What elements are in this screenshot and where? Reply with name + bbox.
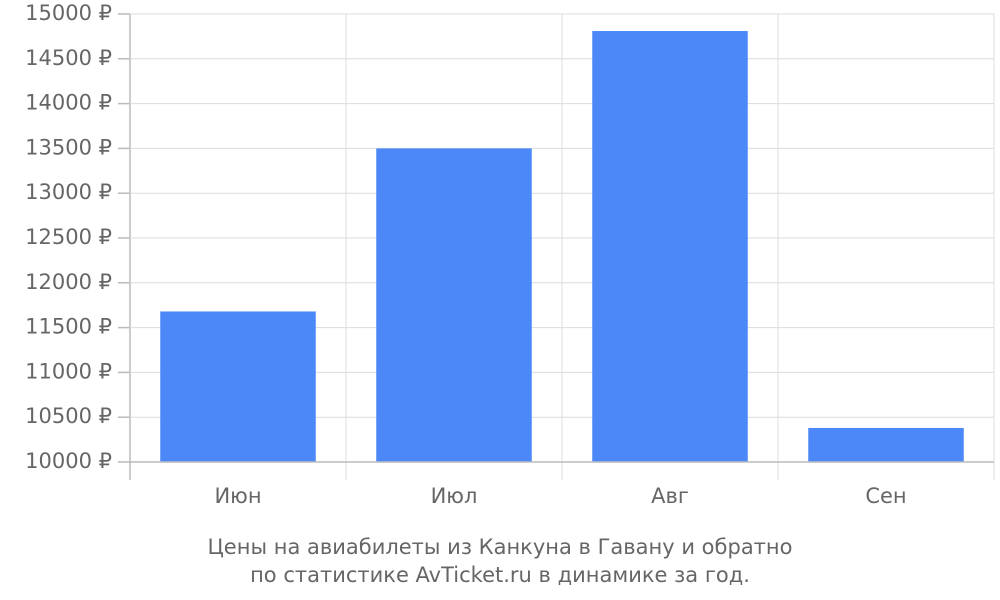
x-tick-label: Сен (865, 484, 906, 508)
y-tick-label: 14000 ₽ (25, 91, 112, 115)
x-tick-label: Июл (431, 484, 478, 508)
y-tick-label: 10500 ₽ (25, 404, 112, 428)
bar (592, 31, 748, 463)
bar (808, 427, 964, 462)
x-tick-label: Авг (651, 484, 689, 508)
x-tick-label: Июн (214, 484, 261, 508)
y-tick-label: 13500 ₽ (25, 135, 112, 159)
y-tick-label: 12000 ₽ (25, 270, 112, 294)
y-tick-label: 11000 ₽ (25, 359, 112, 383)
caption-line: Цены на авиабилеты из Канкуна в Гавану и… (208, 535, 793, 559)
y-tick-label: 11500 ₽ (25, 315, 112, 339)
y-tick-label: 10000 ₽ (25, 449, 112, 473)
y-tick-label: 13000 ₽ (25, 180, 112, 204)
y-tick-label: 15000 ₽ (25, 1, 112, 25)
bar (376, 148, 532, 462)
y-tick-label: 14500 ₽ (25, 46, 112, 70)
caption-line: по статистике AvTicket.ru в динамике за … (250, 563, 750, 587)
y-tick-label: 12500 ₽ (25, 225, 112, 249)
bar (160, 311, 316, 462)
